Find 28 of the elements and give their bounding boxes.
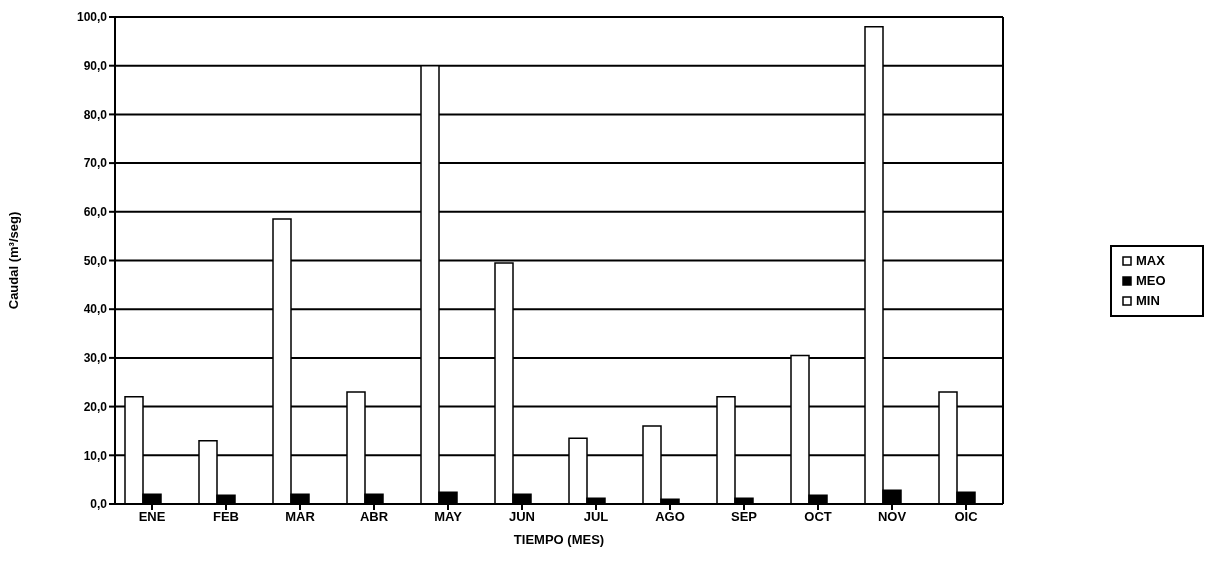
legend-label: MAX [1136, 252, 1165, 270]
x-axis-title: TIEMPO (MES) [513, 532, 605, 547]
x-tick-label: OIC [954, 509, 979, 525]
x-tick-label: ABR [359, 509, 389, 525]
x-tick-label: OCT [804, 509, 832, 525]
x-tick-label: MAR [285, 509, 316, 525]
y-tick-label: 60,0 [83, 205, 108, 220]
x-tick-label: MAY [434, 509, 463, 525]
y-axis-title: Caudal (m³/seg) [5, 211, 21, 310]
y-tick-label: 10,0 [83, 448, 108, 463]
y-tick-label: 80,0 [83, 107, 108, 122]
x-tick-label: SEP [730, 509, 758, 525]
legend-label: MEO [1136, 272, 1166, 290]
legend-label: MIN [1136, 292, 1160, 310]
y-tick-label: 90,0 [83, 58, 108, 73]
y-tick-label: 50,0 [83, 253, 108, 268]
y-tick-label: 100,0 [76, 10, 108, 25]
x-tick-label: ENE [138, 509, 166, 525]
y-tick-label: 30,0 [83, 351, 108, 366]
x-tick-label: AGO [655, 509, 685, 525]
x-tick-label: JUN [508, 509, 536, 525]
x-tick-label: NOV [877, 509, 907, 525]
y-tick-label: 70,0 [83, 156, 108, 171]
y-tick-label: 20,0 [83, 399, 108, 414]
y-tick-label: 40,0 [83, 302, 108, 317]
x-tick-label: FEB [213, 509, 239, 525]
y-tick-label: 0,0 [90, 497, 108, 512]
x-tick-label: JUL [583, 509, 609, 525]
